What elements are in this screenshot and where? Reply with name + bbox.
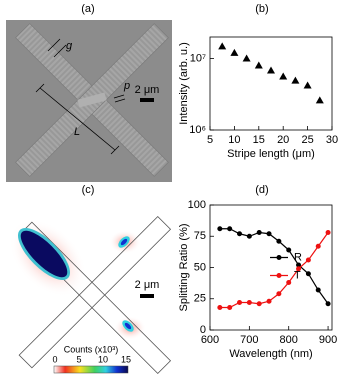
x-axis-label: Stripe length (μm) xyxy=(227,148,315,160)
length-label: L xyxy=(74,126,80,138)
y-tick-label: 75 xyxy=(194,230,206,242)
series-marker xyxy=(227,226,233,232)
series-marker xyxy=(246,300,252,305)
series-marker xyxy=(217,305,223,310)
series-marker xyxy=(266,298,272,304)
panel-label: (a) xyxy=(81,3,94,15)
series-marker xyxy=(227,305,233,310)
panel-label: (c) xyxy=(82,184,95,196)
series-marker xyxy=(276,238,282,244)
colorbar-tick-label: 0 xyxy=(52,354,57,364)
sem-image xyxy=(6,20,172,182)
y-axis-label: Splitting Ratio (%) xyxy=(178,223,190,311)
y-tick-label: 25 xyxy=(194,293,206,305)
x-tick-label: 30 xyxy=(326,134,338,146)
triangle-marker xyxy=(230,48,239,56)
series-marker xyxy=(276,291,282,297)
x-tick-label: 800 xyxy=(280,334,298,346)
y-tick-label: 50 xyxy=(194,261,206,273)
y-axis-label: Intensity (arb. u.) xyxy=(178,42,190,125)
intensity-map xyxy=(6,202,172,375)
y-tick-label: 10⁷ xyxy=(190,52,206,64)
legend-label: T xyxy=(294,269,301,281)
triangle-marker xyxy=(303,81,312,89)
series-line xyxy=(219,232,329,309)
series-marker xyxy=(217,226,223,232)
panel-label: (d) xyxy=(255,184,268,196)
x-tick-label: 10 xyxy=(228,134,240,146)
x-tick-label: 20 xyxy=(277,134,289,146)
x-axis-label: Wavelength (nm) xyxy=(229,348,312,360)
series-marker xyxy=(286,280,292,285)
series-line xyxy=(219,228,329,305)
series-marker xyxy=(325,301,331,307)
series-marker xyxy=(237,231,243,237)
triangle-marker xyxy=(267,66,275,74)
plot-frame xyxy=(209,36,333,131)
legend-label: R xyxy=(294,251,302,263)
triangle-marker xyxy=(218,42,227,50)
colorbar-tick-label: 15 xyxy=(121,354,131,364)
triangle-marker xyxy=(242,54,251,62)
panel-label: (b) xyxy=(255,3,268,15)
y-tick-label: 10⁶ xyxy=(189,124,206,136)
period-label: p xyxy=(123,80,130,92)
series-marker xyxy=(305,271,311,277)
x-tick-label: 25 xyxy=(301,134,313,146)
gap-label: g xyxy=(66,40,73,52)
series-marker xyxy=(315,287,321,293)
scale-bar-label: 2 μm xyxy=(135,279,160,291)
triangle-marker xyxy=(291,76,300,84)
series-marker xyxy=(256,230,262,235)
series-marker xyxy=(325,230,331,235)
series-marker xyxy=(296,262,302,268)
triangle-marker xyxy=(254,61,263,69)
legend-marker xyxy=(276,255,282,260)
series-marker xyxy=(246,233,252,239)
series-marker xyxy=(237,300,243,305)
y-tick-label: 100 xyxy=(188,199,206,211)
series-marker xyxy=(256,301,262,307)
triangle-marker xyxy=(279,72,288,80)
x-tick-label: 15 xyxy=(253,134,265,146)
y-tick-label: 0 xyxy=(200,324,206,336)
colorbar-tick-label: 10 xyxy=(98,354,108,364)
x-tick-label: 5 xyxy=(207,134,213,146)
legend-marker xyxy=(276,273,282,278)
series-marker xyxy=(315,243,321,249)
plot-frame xyxy=(209,204,333,331)
x-tick-label: 900 xyxy=(319,334,337,346)
series-marker xyxy=(296,266,302,272)
x-tick-label: 600 xyxy=(201,334,219,346)
triangle-marker xyxy=(315,96,324,104)
colorbar-label: Counts (x10³) xyxy=(64,344,119,354)
scale-bar-label: 2 μm xyxy=(135,84,160,96)
series-marker xyxy=(286,247,292,253)
x-tick-label: 700 xyxy=(240,334,258,346)
series-marker xyxy=(266,231,272,237)
colorbar-tick-label: 5 xyxy=(76,354,81,364)
series-marker xyxy=(305,257,311,263)
